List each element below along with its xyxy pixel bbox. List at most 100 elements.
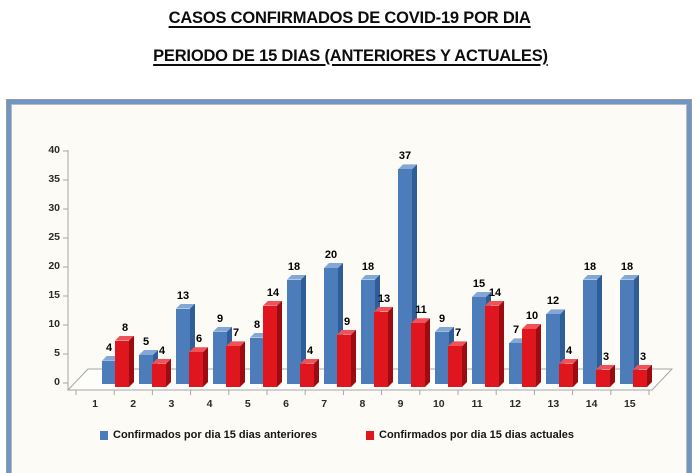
y-tick-label-5: 5 bbox=[54, 347, 60, 359]
title-line-1: CASOS CONFIRMADOS DE COVID-19 POR DIA bbox=[168, 8, 532, 27]
bar-anteriores-day-15-front bbox=[620, 279, 634, 384]
y-tick-label-25: 25 bbox=[48, 231, 60, 243]
y-tick-label-10: 10 bbox=[48, 318, 60, 330]
bar-actuales-day-13-top bbox=[559, 358, 578, 364]
bar-actuales-day-10 bbox=[448, 341, 467, 387]
bar-anteriores-day-4-top bbox=[213, 326, 232, 332]
bar-actuales-day-5-side bbox=[277, 301, 282, 387]
bar-anteriores-day-5-front bbox=[250, 337, 264, 384]
bar-label-actuales-day-9: 11 bbox=[415, 304, 427, 317]
bar-actuales-day-10-top bbox=[448, 341, 467, 347]
chart-panel bbox=[6, 99, 692, 473]
legend-entry-anteriores: Confirmados por dia 15 dias anteriores bbox=[100, 428, 317, 442]
bar-actuales-day-13-front bbox=[559, 363, 573, 387]
bar-label-actuales-day-4: 7 bbox=[232, 327, 240, 340]
bar-anteriores-day-9-front bbox=[398, 169, 412, 384]
x-tick-label-8: 8 bbox=[359, 398, 366, 410]
x-tick-label-7: 7 bbox=[321, 398, 328, 410]
bar-actuales-day-11-side bbox=[499, 301, 504, 387]
x-tick-label-15: 15 bbox=[623, 398, 636, 410]
bar-label-anteriores-day-8: 18 bbox=[361, 260, 375, 273]
bar-actuales-day-11-top bbox=[485, 300, 504, 306]
bar-actuales-day-10-front bbox=[448, 346, 462, 387]
bar-actuales-day-2 bbox=[152, 358, 171, 387]
bar-anteriores-day-6-front bbox=[287, 279, 301, 384]
bar-actuales-day-14-front bbox=[596, 369, 610, 387]
bar-anteriores-day-13-top bbox=[546, 309, 565, 315]
bar-actuales-day-4-side bbox=[240, 341, 245, 387]
bar-label-anteriores-day-9: 37 bbox=[398, 150, 412, 163]
bar-label-actuales-day-8: 13 bbox=[377, 292, 391, 305]
bar-actuales-day-12-front bbox=[522, 329, 536, 387]
title-line-2: PERIODO DE 15 DIAS (ANTERIORES Y ACTUALE… bbox=[152, 46, 548, 65]
chart-title-block: CASOS CONFIRMADOS DE COVID-19 POR DIA PE… bbox=[0, 5, 700, 81]
bar-actuales-day-5-front bbox=[263, 305, 277, 387]
bar-anteriores-day-8-front bbox=[361, 279, 375, 384]
bar-anteriores-day-3 bbox=[176, 303, 195, 384]
bar-anteriores-day-5-top bbox=[250, 332, 269, 338]
bar-label-actuales-day-5: 14 bbox=[266, 286, 280, 299]
x-tick-label-12: 12 bbox=[509, 398, 522, 410]
bar-label-actuales-day-1: 8 bbox=[121, 321, 129, 334]
bar-anteriores-day-4-front bbox=[213, 331, 227, 384]
bar-anteriores-day-11-top bbox=[472, 292, 491, 297]
x-tick-label-11: 11 bbox=[471, 398, 483, 410]
bar-label-actuales-day-10: 7 bbox=[454, 327, 462, 340]
bar-actuales-day-8 bbox=[374, 306, 393, 387]
bar-anteriores-day-13 bbox=[546, 309, 565, 384]
bar-actuales-day-5 bbox=[263, 300, 282, 387]
bar-label-anteriores-day-15: 18 bbox=[620, 260, 634, 273]
bar-actuales-day-11 bbox=[485, 300, 504, 387]
bar-actuales-day-8-top bbox=[374, 306, 393, 312]
bar-actuales-day-9-top bbox=[411, 318, 430, 324]
bar-actuales-day-1-top bbox=[115, 335, 134, 341]
bar-actuales-day-4 bbox=[226, 341, 245, 387]
y-tick-label-35: 35 bbox=[48, 173, 60, 185]
x-tick-label-4: 4 bbox=[206, 398, 213, 410]
bar-label-anteriores-day-2: 5 bbox=[142, 336, 150, 348]
bar-label-anteriores-day-6: 18 bbox=[287, 260, 301, 273]
bar-anteriores-day-7-top bbox=[324, 263, 343, 268]
bar-anteriores-day-13-side bbox=[560, 309, 565, 384]
bar-anteriores-day-7 bbox=[324, 263, 343, 384]
bar-actuales-day-7-top bbox=[337, 329, 356, 335]
bar-anteriores-day-14-top bbox=[583, 274, 602, 280]
bar-label-anteriores-day-5: 8 bbox=[253, 318, 261, 331]
bar-label-actuales-day-6: 4 bbox=[306, 344, 314, 357]
bar-anteriores-day-3-side bbox=[190, 304, 195, 384]
bar-anteriores-day-7-side bbox=[338, 263, 343, 384]
x-tick-label-1: 1 bbox=[92, 398, 98, 410]
bar-label-actuales-day-15: 3 bbox=[639, 350, 647, 363]
y-tick-label-30: 30 bbox=[48, 202, 60, 214]
bar-label-actuales-day-11: 14 bbox=[488, 286, 502, 299]
x-tick-label-13: 13 bbox=[547, 398, 560, 410]
y-tick-label-40: 40 bbox=[48, 144, 60, 156]
bar-actuales-day-8-front bbox=[374, 311, 388, 387]
legend-swatch-blue bbox=[100, 430, 108, 440]
bar-anteriores-day-1-front bbox=[102, 360, 116, 384]
bar-actuales-day-10-side bbox=[462, 341, 467, 387]
bar-anteriores-day-12-front bbox=[509, 343, 523, 384]
bar-actuales-day-2-top bbox=[152, 358, 171, 364]
bar-anteriores-day-14-side bbox=[597, 275, 602, 384]
bar-actuales-day-9-front bbox=[411, 323, 425, 387]
bar-actuales-day-13 bbox=[559, 358, 578, 387]
bar-anteriores-day-14 bbox=[583, 274, 602, 384]
bar-anteriores-day-15-top bbox=[620, 274, 639, 280]
bar-label-anteriores-day-14: 18 bbox=[583, 260, 597, 273]
bar-actuales-day-3-front bbox=[189, 352, 203, 387]
bar-actuales-day-3-side bbox=[203, 347, 208, 387]
bar-label-actuales-day-12: 10 bbox=[525, 310, 539, 322]
bar-label-anteriores-day-13: 12 bbox=[546, 295, 560, 308]
y-tick-label-15: 15 bbox=[48, 289, 60, 301]
bar-label-anteriores-day-4: 9 bbox=[216, 312, 224, 325]
legend-label-actuales: Confirmados por dia 15 dias actuales bbox=[379, 429, 575, 441]
bar-actuales-day-15 bbox=[633, 364, 652, 387]
bar-label-anteriores-day-3: 13 bbox=[176, 289, 190, 302]
bar-anteriores-day-6-side bbox=[301, 275, 306, 384]
bar-label-anteriores-day-10: 9 bbox=[438, 312, 446, 325]
bar-label-anteriores-day-11: 15 bbox=[472, 278, 486, 290]
bar-actuales-day-15-top bbox=[633, 364, 652, 370]
bar-actuales-day-3-top bbox=[189, 347, 208, 353]
